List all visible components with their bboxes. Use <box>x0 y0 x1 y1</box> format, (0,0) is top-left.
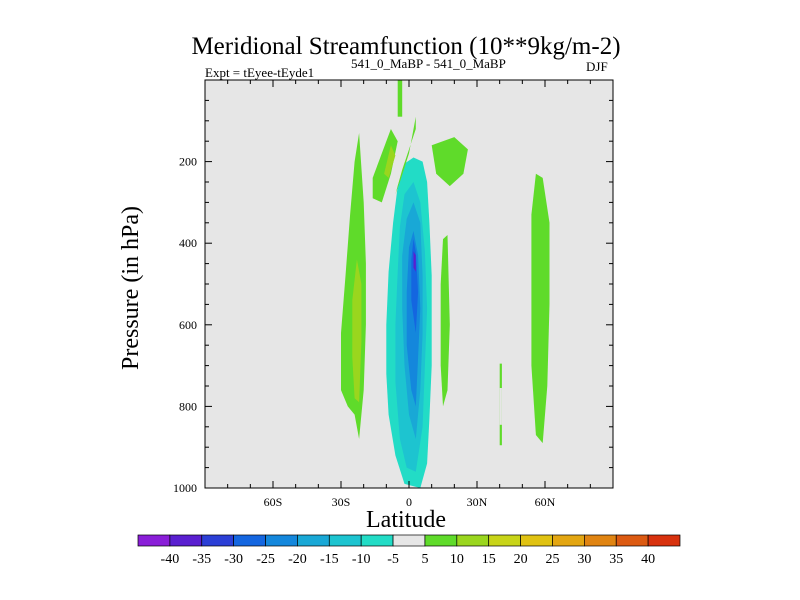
chart-title: Meridional Streamfunction (10**9kg/m-2) <box>191 33 620 60</box>
y-tick-label: 400 <box>179 236 197 250</box>
region-tropical-negative-core <box>411 239 419 333</box>
colorbar-swatch <box>265 534 298 547</box>
region-nh-thin-positive-inner <box>499 388 502 425</box>
colorbar-swatch <box>615 534 649 547</box>
region-nh-upper-positive <box>431 137 468 187</box>
colorbar-label: -10 <box>352 552 371 567</box>
colorbar-label: -15 <box>320 552 339 567</box>
colorbar-label: -5 <box>387 552 399 567</box>
colorbar: -40 -35 -30 -25 -20 -15 -10 -5 5 10 15 20 25 30 35 40 <box>137 534 681 567</box>
colorbar-label: -40 <box>161 552 180 567</box>
colorbar-label: 40 <box>641 552 655 567</box>
colorbar-swatch <box>137 534 171 547</box>
colorbar-swatch <box>360 534 394 547</box>
colorbar-swatch <box>392 534 426 547</box>
region-tropical-negative-peak <box>413 251 416 272</box>
x-tick-label: 60N <box>535 495 556 509</box>
region-sh-subtropical-inner <box>352 259 362 403</box>
colorbar-swatch <box>424 534 458 547</box>
contour-regions <box>341 80 550 488</box>
colorbar-swatch <box>328 534 362 547</box>
y-axis-label: Pressure (in hPa) <box>118 206 144 370</box>
colorbar-label: 20 <box>514 552 528 567</box>
y-tick-label: 800 <box>179 399 197 413</box>
x-tick-label: 30N <box>467 495 488 509</box>
colorbar-label: 30 <box>577 552 591 567</box>
y-tick-label: 600 <box>179 318 197 332</box>
x-tick-label: 0 <box>406 495 412 509</box>
colorbar-swatch <box>647 534 681 547</box>
center-subtitle: 541_0_MaBP - 541_0_MaBP <box>351 56 506 71</box>
colorbar-label: -30 <box>224 552 243 567</box>
x-axis-ticks: 60S 30S 0 30N 60N <box>204 80 614 509</box>
left-subtitle: Expt = tEyee-tEyde1 <box>205 65 314 80</box>
right-subtitle: DJF <box>586 59 608 74</box>
colorbar-label: -25 <box>256 552 275 567</box>
region-nh-midlevel-positive <box>440 235 450 407</box>
x-tick-label: 60S <box>264 495 283 509</box>
region-nh-extratropical-positive <box>531 173 550 444</box>
colorbar-swatch <box>297 534 330 547</box>
colorbar-swatch <box>488 534 521 547</box>
colorbar-label: -35 <box>192 552 211 567</box>
y-tick-label: 1000 <box>173 481 197 495</box>
region-upper-left-inner <box>384 145 396 178</box>
colorbar-swatch <box>233 534 266 547</box>
colorbar-label: 35 <box>609 552 623 567</box>
colorbar-swatch <box>456 534 490 547</box>
colorbar-label: 10 <box>450 552 464 567</box>
y-axis-ticks: 200 400 600 800 1000 <box>173 79 613 495</box>
colorbar-swatch <box>552 534 585 547</box>
colorbar-label: 15 <box>482 552 496 567</box>
colorbar-swatch <box>201 534 234 547</box>
x-axis-label: Latitude <box>366 507 446 533</box>
y-tick-label: 200 <box>179 155 197 169</box>
colorbar-swatch <box>169 534 203 547</box>
colorbar-swatch <box>584 534 617 547</box>
colorbar-label: 5 <box>421 552 428 567</box>
colorbar-label: 25 <box>545 552 559 567</box>
region-top-equatorial-strip <box>397 80 403 117</box>
colorbar-label: -20 <box>288 552 307 567</box>
colorbar-swatch <box>520 534 553 547</box>
x-tick-label: 30S <box>332 495 351 509</box>
